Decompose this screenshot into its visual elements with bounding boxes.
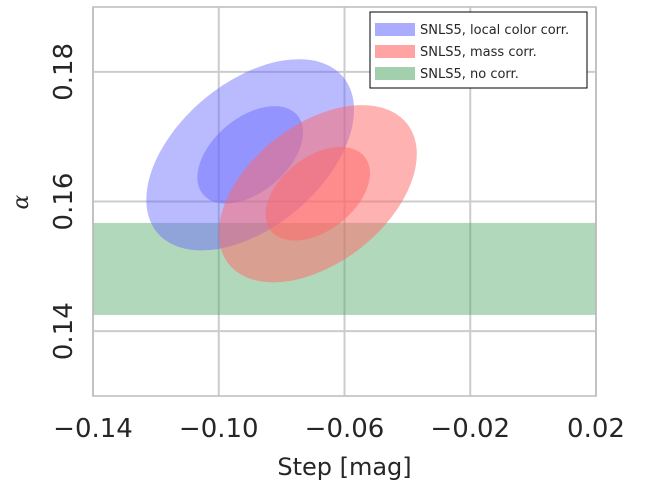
legend-entry-label: SNLS5, no corr. xyxy=(420,67,519,82)
data-layer xyxy=(93,59,596,315)
plot-frame xyxy=(92,6,597,397)
y-tick-label: 0.16 xyxy=(49,173,79,231)
tick-labels: −0.14 −0.10 −0.06 −0.02 0.02 0.14 0.16 0.18 xyxy=(49,43,625,444)
y-axis-label: α xyxy=(9,194,34,209)
legend-entry-label: SNLS5, mass corr. xyxy=(420,45,537,60)
x-tick-label: −0.14 xyxy=(53,414,133,444)
legend-swatch xyxy=(375,23,415,36)
y-tick-label: 0.14 xyxy=(49,302,79,360)
x-tick-label: 0.02 xyxy=(567,414,625,444)
snls5-mass-corr-1-sigma-contour xyxy=(265,146,370,241)
legend: SNLS5, local color corr. SNLS5, mass corr… xyxy=(369,11,588,89)
y-tick-label: 0.18 xyxy=(49,43,79,101)
x-tick-label: −0.02 xyxy=(430,414,510,444)
legend-entry-label: SNLS5, local color corr. xyxy=(420,23,569,38)
legend-swatch xyxy=(375,67,415,80)
legend-swatch xyxy=(375,45,415,58)
x-axis-label: Step [mag] xyxy=(277,453,411,481)
x-tick-label: −0.06 xyxy=(305,414,385,444)
x-tick-label: −0.10 xyxy=(179,414,259,444)
